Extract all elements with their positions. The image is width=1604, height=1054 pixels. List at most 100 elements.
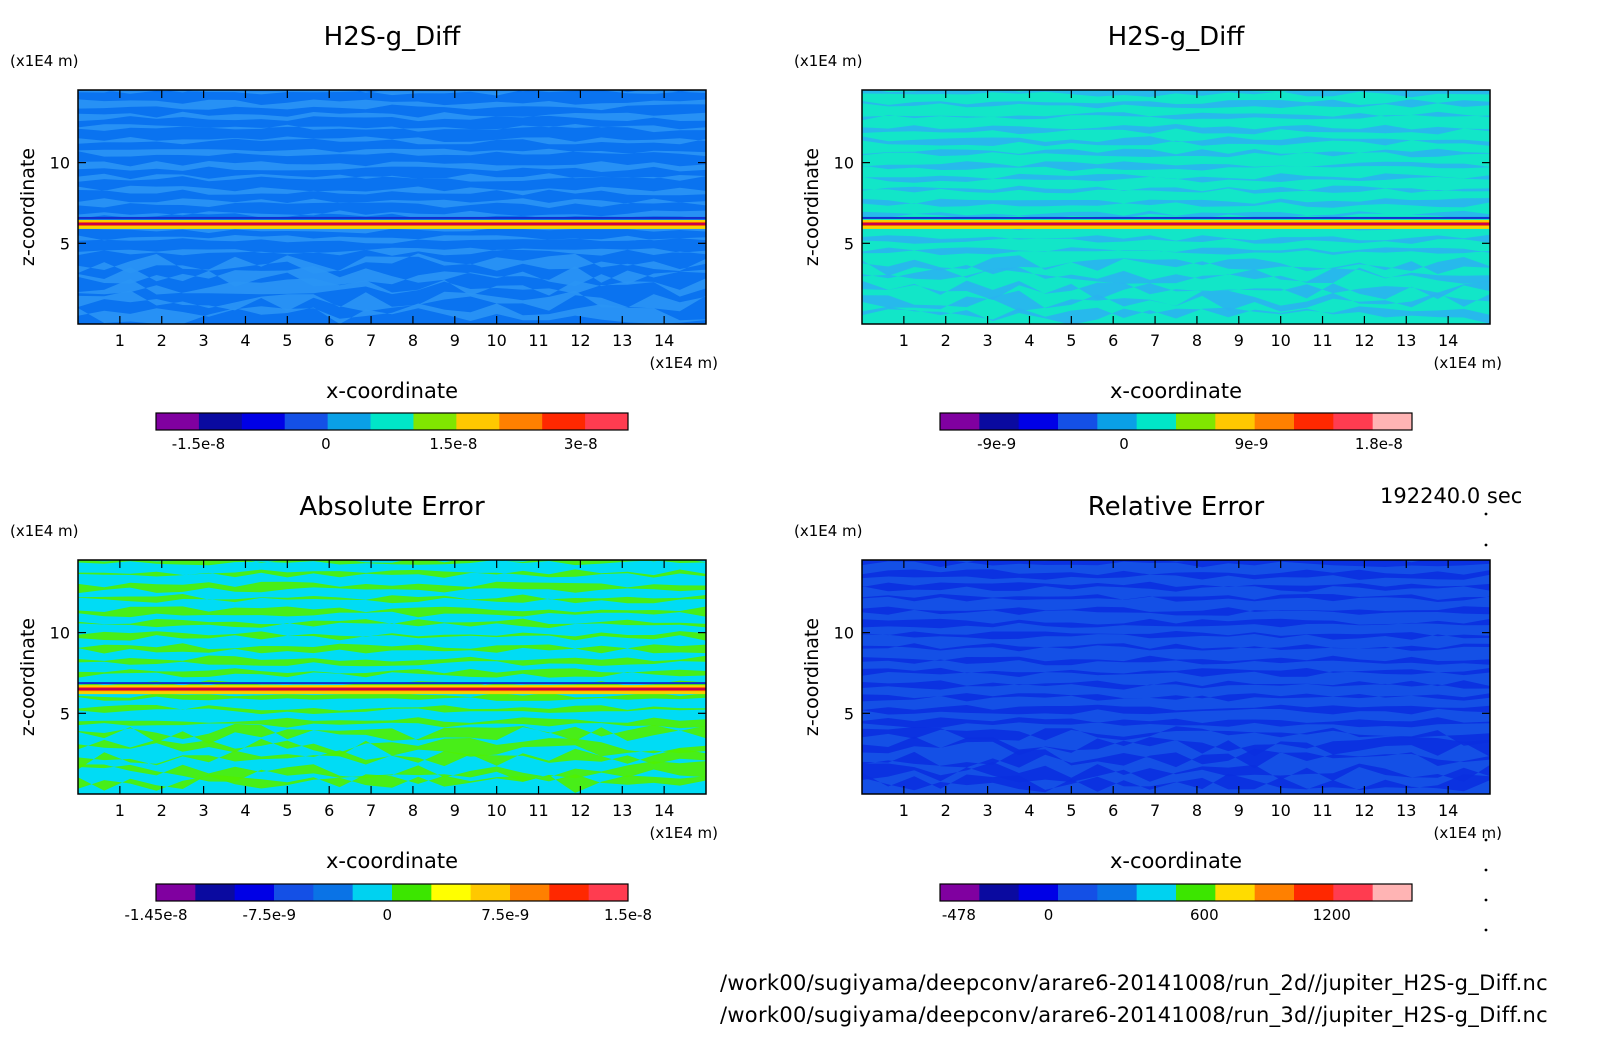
timestamp-label: 192240.0 sec (1380, 484, 1523, 508)
contour-stripe (78, 723, 706, 744)
chart-title-2: H2S-g_Diff (1108, 22, 1246, 52)
colorbar-swatch (1372, 884, 1413, 901)
x-tick-label: 13 (612, 331, 632, 350)
contour-stripe (78, 278, 706, 297)
colorbar-swatch (1136, 413, 1177, 430)
colorbar-swatch (940, 413, 980, 430)
contour-stripe (862, 99, 1490, 109)
colorbar-swatch (1254, 413, 1295, 430)
colorbar-swatch (585, 413, 629, 430)
plot-frame-4 (861, 559, 1491, 795)
colorbar-frame-3 (155, 883, 629, 902)
margin-dot (1484, 898, 1488, 902)
x-tick-label: 9 (450, 331, 460, 350)
colorbar-swatch (392, 884, 432, 901)
contour-stripe (862, 655, 1490, 666)
contour-stripe (78, 185, 706, 196)
x-tick-label: 12 (1354, 331, 1374, 350)
contour-stripe (78, 643, 706, 654)
contour-stripe (78, 560, 706, 566)
contour-stripe (78, 148, 706, 157)
contour-stripe (78, 692, 706, 701)
x-tick-label: 3 (983, 331, 993, 350)
colorbar-tick-label: -1.45e-8 (125, 906, 188, 924)
contour-stripe (78, 606, 706, 618)
contour-stripe (862, 185, 1490, 194)
colorbar-frame-1 (155, 412, 629, 431)
colorbar-tick-label: -9e-9 (977, 435, 1016, 453)
x-tick-label: 8 (408, 331, 418, 350)
contour-stripe (78, 290, 706, 312)
x-tick-label: 14 (654, 801, 674, 820)
x-tick-label: 5 (282, 331, 292, 350)
colorbar-swatch (499, 413, 543, 430)
y-tick-label: 5 (844, 234, 854, 253)
x-tick-label: 9 (1234, 801, 1244, 820)
colorbar-swatch (327, 413, 372, 430)
contour-stripe (862, 748, 1490, 769)
colorbar-swatch (1018, 413, 1059, 430)
source-file-path-2: /work00/sugiyama/deepconv/arare6-2014100… (719, 1003, 1548, 1027)
contour-stripe (862, 726, 1490, 746)
contour-stripe (862, 618, 1490, 629)
colorbar-frame-2 (939, 412, 1413, 431)
colorbar-swatch (1215, 884, 1256, 901)
colorbar-swatch (1372, 413, 1413, 430)
colorbar-swatch (940, 884, 980, 901)
x-tick-label: 13 (612, 801, 632, 820)
contour-stripe (862, 594, 1490, 602)
y-unit-label-1: (x1E4 m) (10, 52, 79, 70)
x-tick-label: 12 (570, 801, 590, 820)
contour-stripe (78, 668, 706, 678)
heatmap-field-4 (862, 560, 1490, 794)
contour-stripe (862, 161, 1490, 172)
contour-stripe (862, 247, 1490, 256)
contour-stripe (78, 210, 706, 219)
x-tick-label: 5 (1066, 801, 1076, 820)
hot-band-core (862, 222, 1490, 225)
colorbar-swatch (284, 413, 329, 430)
contour-stripe (78, 631, 706, 641)
contour-stripe (78, 748, 706, 770)
colorbar-tick-label: 7.5e-9 (481, 906, 529, 924)
colorbar-swatch (542, 413, 586, 430)
y-tick-label: 5 (844, 704, 854, 723)
colorbar-tick-label: 1.8e-8 (1355, 435, 1403, 453)
contour-stripe (862, 111, 1490, 121)
contour-stripe (78, 173, 706, 182)
colorbar-swatch (198, 413, 243, 430)
colorbar-swatch (1136, 884, 1177, 901)
plot-frame-1 (77, 89, 707, 325)
contour-stripe (862, 148, 1490, 158)
contour-stripe (862, 560, 1490, 568)
y-tick-label: 10 (834, 154, 854, 173)
colorbar-swatch (241, 413, 286, 430)
x-tick-label: 4 (240, 801, 250, 820)
colorbar-swatch (456, 413, 500, 430)
colorbar-tick-label: 0 (383, 906, 393, 924)
chart-title-3: Absolute Error (299, 492, 485, 522)
x-tick-label: 7 (366, 331, 376, 350)
colorbar-tick-label: 0 (1119, 435, 1129, 453)
band-dark-edge (78, 682, 706, 685)
y-tick-label: 5 (60, 704, 70, 723)
contour-stripe (862, 643, 1490, 652)
x-tick-label: 5 (282, 801, 292, 820)
contour-stripe (78, 124, 706, 133)
colorbar-swatch (313, 884, 354, 901)
contour-stripe (862, 772, 1490, 793)
contour-stripe (78, 655, 706, 667)
contour-stripe (862, 136, 1490, 147)
x-tick-label: 6 (1108, 801, 1118, 820)
colorbar-swatch (510, 884, 550, 901)
x-tick-label: 13 (1396, 331, 1416, 350)
colorbar-swatch (234, 884, 275, 901)
colorbar-tick-label: 9e-9 (1235, 435, 1269, 453)
x-tick-label: 10 (1270, 331, 1290, 350)
x-tick-label: 11 (528, 331, 548, 350)
x-unit-label-2: (x1E4 m) (1433, 354, 1502, 372)
y-axis-label-3: z-coordinate (17, 618, 39, 736)
x-tick-label: 9 (450, 801, 460, 820)
contour-stripe (78, 303, 706, 324)
contour-stripe (862, 667, 1490, 677)
